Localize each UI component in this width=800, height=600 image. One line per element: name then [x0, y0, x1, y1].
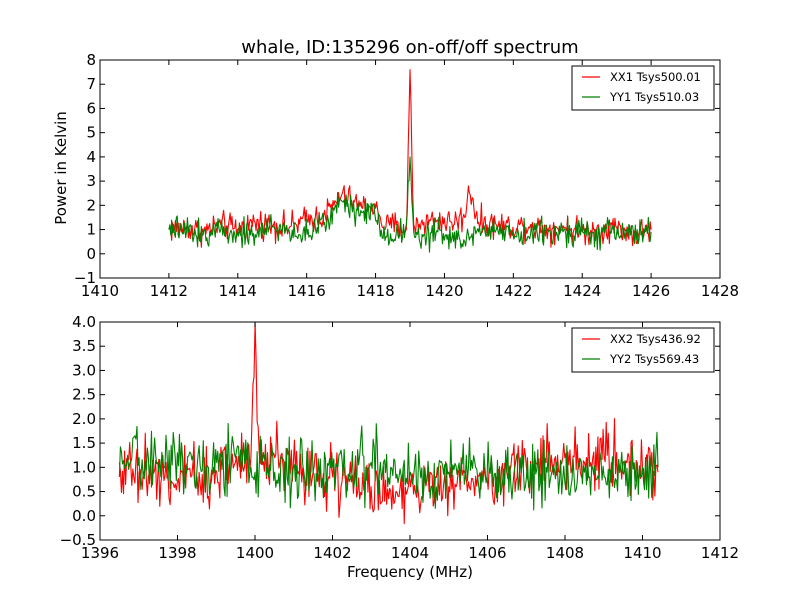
y-tick-label: 5: [86, 124, 96, 142]
x-tick-label: 1426: [632, 282, 670, 300]
x-tick-label: 1404: [391, 544, 429, 562]
y-tick-label: 1.0: [72, 458, 96, 476]
y-tick-label: 7: [86, 75, 96, 93]
series-line-2: [168, 156, 652, 253]
y-tick-label: −0.5: [60, 531, 96, 549]
y-tick-label: 2: [86, 196, 96, 214]
legend-box: [571, 327, 715, 373]
y-tick-label: 1: [86, 221, 96, 239]
legend: XX2 Tsys436.92 YY2 Tsys569.43: [571, 327, 715, 373]
top-panel: 1410 1412 1414 1416 1418 1420 1422 1424 1426 1428…: [74, 51, 739, 300]
x-axis-label: Frequency (MHz): [347, 563, 473, 581]
x-tick-label: 1428: [701, 282, 739, 300]
legend-label: YY2 Tsys569.43: [609, 352, 699, 366]
x-tick-label: 1398: [158, 544, 196, 562]
series-lines: [118, 322, 659, 525]
y-tick-label: 2.5: [72, 386, 96, 404]
x-tick-label: 1424: [563, 282, 601, 300]
axes-frame: [99, 59, 721, 279]
x-tick-label: 1402: [313, 544, 351, 562]
x-tick-label: 1406: [468, 544, 506, 562]
y-tick-label: 4.0: [72, 313, 96, 331]
legend-box: [571, 65, 715, 111]
legend-label: YY1 Tsys510.03: [609, 90, 699, 104]
legend-label: XX2 Tsys436.92: [610, 332, 701, 346]
x-tick-label: 1410: [81, 282, 119, 300]
x-tick-label: 1412: [150, 282, 188, 300]
y-tick-label: 3.5: [72, 337, 96, 355]
series-line-1: [168, 69, 652, 248]
x-tick-label: 1410: [623, 544, 661, 562]
series-line-2: [118, 422, 659, 511]
series-lines: [168, 69, 652, 253]
y-tick-label: 3.0: [72, 361, 96, 379]
x-tick-label: 1396: [81, 544, 119, 562]
y-tick-label: 0.0: [72, 507, 96, 525]
x-tick-label: 1412: [701, 544, 739, 562]
bottom-panel: 1396 1398 1400 1402 1404 1406 1408 1410 1412 −0.5…: [60, 313, 740, 562]
x-tick-label: 1408: [546, 544, 584, 562]
y-tick-label: −1: [74, 269, 96, 287]
series-line-1: [118, 322, 659, 525]
x-tick-label: 1418: [356, 282, 394, 300]
figure-title: whale, ID:135296 on-off/off spectrum: [241, 37, 578, 58]
x-tick-label: 1400: [236, 544, 274, 562]
x-tick-label: 1416: [288, 282, 326, 300]
y-tick-label: 0.5: [72, 483, 96, 501]
y-tick-label: 4: [86, 148, 96, 166]
x-tick-label: 1422: [494, 282, 532, 300]
x-tick-label: 1420: [425, 282, 463, 300]
y-tick-label: 0: [86, 245, 96, 263]
y-tick-label: 6: [86, 99, 96, 117]
legend-label: XX1 Tsys500.01: [610, 70, 701, 84]
legend: XX1 Tsys500.01 YY1 Tsys510.03: [571, 65, 715, 111]
y-tick-label: 2.0: [72, 410, 96, 428]
y-tick-label: 3: [86, 172, 96, 190]
x-tick-label: 1414: [219, 282, 257, 300]
y-axis-label: Power in Kelvin: [52, 111, 70, 225]
y-tick-label: 1.5: [72, 434, 96, 452]
y-tick-label: 8: [86, 51, 96, 69]
